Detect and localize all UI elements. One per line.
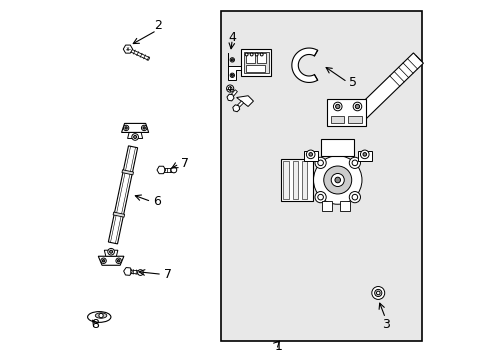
Bar (292, 161, 298, 199)
Circle shape (371, 287, 384, 300)
Polygon shape (353, 53, 423, 121)
Circle shape (116, 258, 121, 264)
Circle shape (141, 125, 146, 131)
Circle shape (355, 104, 359, 109)
Bar (257, 53, 265, 63)
Circle shape (360, 150, 368, 159)
Ellipse shape (95, 313, 106, 318)
Polygon shape (232, 105, 239, 112)
Circle shape (362, 153, 366, 156)
Circle shape (374, 289, 381, 297)
Circle shape (323, 166, 351, 194)
Bar (241, 49, 271, 76)
Polygon shape (127, 270, 141, 274)
Circle shape (132, 134, 138, 140)
Bar (348, 116, 362, 123)
Text: 4: 4 (228, 31, 236, 44)
Circle shape (314, 192, 325, 203)
Polygon shape (123, 45, 132, 53)
Circle shape (317, 194, 323, 200)
Circle shape (231, 74, 233, 76)
Circle shape (226, 85, 233, 92)
Polygon shape (291, 48, 317, 82)
Circle shape (137, 270, 143, 275)
Circle shape (352, 102, 361, 111)
Circle shape (101, 258, 106, 264)
Bar (321, 201, 331, 211)
Circle shape (109, 250, 112, 253)
Text: 2: 2 (153, 19, 162, 32)
Circle shape (102, 260, 104, 262)
Bar (244, 52, 268, 73)
Circle shape (351, 194, 357, 200)
Bar (303, 150, 317, 161)
Bar (245, 65, 265, 72)
Bar (245, 53, 254, 63)
Polygon shape (229, 90, 237, 98)
Circle shape (142, 127, 145, 129)
Circle shape (317, 160, 323, 166)
Circle shape (171, 167, 176, 173)
Circle shape (250, 53, 253, 56)
Bar (280, 159, 313, 201)
Circle shape (348, 157, 360, 168)
Circle shape (107, 248, 114, 255)
Polygon shape (127, 48, 149, 60)
Circle shape (330, 174, 344, 186)
Bar (339, 201, 349, 211)
Text: 3: 3 (382, 318, 389, 331)
Polygon shape (104, 250, 118, 256)
Circle shape (99, 314, 103, 318)
Circle shape (335, 104, 339, 109)
Circle shape (314, 157, 325, 168)
Bar (330, 116, 344, 123)
Polygon shape (122, 123, 148, 132)
Text: 6: 6 (153, 195, 161, 208)
Polygon shape (113, 212, 124, 217)
Circle shape (124, 127, 127, 129)
Circle shape (308, 153, 312, 156)
Text: 7: 7 (180, 157, 188, 170)
Circle shape (348, 192, 360, 203)
Text: 7: 7 (163, 268, 171, 281)
Bar (301, 161, 307, 199)
Circle shape (351, 160, 357, 166)
Circle shape (313, 156, 361, 204)
Polygon shape (123, 267, 132, 275)
Bar (321, 139, 353, 156)
Circle shape (117, 260, 120, 262)
Circle shape (230, 73, 234, 77)
Circle shape (376, 291, 379, 295)
Polygon shape (108, 146, 137, 244)
Circle shape (334, 177, 340, 183)
Polygon shape (122, 170, 133, 175)
Text: 1: 1 (274, 340, 282, 353)
Bar (326, 99, 366, 126)
Ellipse shape (87, 312, 111, 322)
Circle shape (231, 59, 233, 61)
Text: 8: 8 (91, 318, 100, 331)
Polygon shape (235, 101, 243, 109)
Bar (357, 150, 371, 161)
Polygon shape (161, 168, 174, 172)
Circle shape (230, 58, 234, 62)
Polygon shape (157, 166, 165, 174)
Circle shape (133, 135, 136, 139)
Polygon shape (236, 96, 253, 107)
Bar (221, 12, 421, 341)
Circle shape (260, 53, 263, 56)
Polygon shape (228, 53, 245, 80)
Polygon shape (226, 94, 234, 101)
Circle shape (123, 125, 128, 131)
Polygon shape (98, 256, 123, 265)
Polygon shape (127, 132, 142, 139)
Circle shape (306, 150, 314, 159)
Bar (283, 161, 288, 199)
Text: 5: 5 (348, 76, 356, 89)
Circle shape (228, 87, 231, 90)
Circle shape (255, 53, 258, 56)
Circle shape (333, 102, 341, 111)
Circle shape (244, 53, 247, 56)
